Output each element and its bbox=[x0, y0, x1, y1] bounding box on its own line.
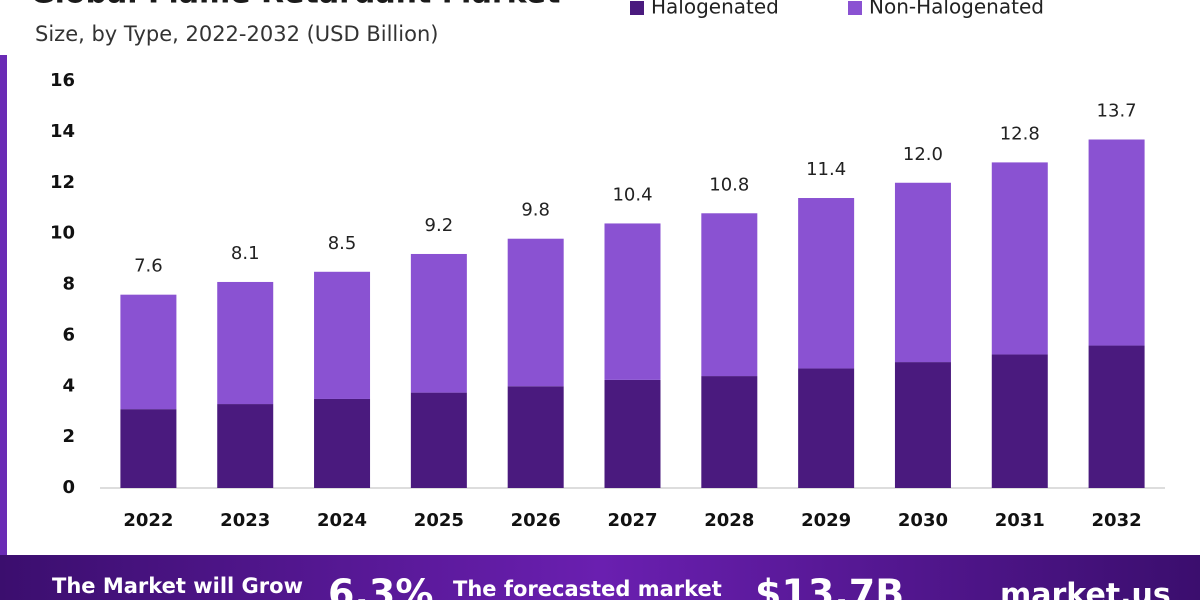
chart-subtitle: Size, by Type, 2022-2032 (USD Billion) bbox=[35, 22, 438, 46]
bar-segment bbox=[991, 162, 1048, 355]
bar-segment bbox=[120, 409, 177, 488]
brand: market.us bbox=[1000, 578, 1171, 600]
bar-segment bbox=[1088, 345, 1145, 488]
total-label: 10.8 bbox=[709, 174, 749, 195]
bar-segment bbox=[991, 354, 1048, 488]
y-tick-label: 4 bbox=[62, 375, 75, 396]
y-tick-label: 2 bbox=[62, 426, 75, 447]
bar-segment bbox=[410, 392, 467, 488]
bar-segment bbox=[798, 368, 855, 488]
y-tick-label: 16 bbox=[50, 70, 75, 91]
legend-label: Halogenated bbox=[651, 0, 779, 19]
y-tick-label: 14 bbox=[50, 121, 75, 142]
chart-title: Global Flame Retardant Market bbox=[30, 0, 560, 11]
total-label: 12.0 bbox=[903, 144, 943, 165]
bar-segment bbox=[217, 281, 274, 405]
legend-swatch bbox=[630, 1, 644, 15]
x-tick-label: 2025 bbox=[414, 510, 464, 531]
total-label: 8.5 bbox=[328, 233, 357, 254]
bar-segment bbox=[120, 294, 177, 410]
y-tick-label: 12 bbox=[50, 172, 75, 193]
bar-segment bbox=[217, 404, 274, 488]
y-tick-label: 0 bbox=[62, 477, 75, 498]
bar-segment bbox=[1088, 139, 1145, 346]
bar-segment bbox=[410, 253, 467, 393]
x-tick-label: 2023 bbox=[220, 510, 270, 531]
total-label: 9.8 bbox=[521, 200, 550, 221]
banner-value: $13.7B bbox=[755, 572, 904, 600]
total-label: 7.6 bbox=[134, 256, 163, 277]
bar-segment bbox=[507, 386, 564, 488]
x-tick-label: 2028 bbox=[704, 510, 754, 531]
legend-label: Non-Halogenated bbox=[869, 0, 1044, 19]
y-tick-label: 6 bbox=[62, 324, 75, 345]
x-tick-label: 2031 bbox=[995, 510, 1045, 531]
y-tick-label: 10 bbox=[50, 223, 75, 244]
total-label: 13.7 bbox=[1097, 101, 1137, 122]
bar-segment bbox=[314, 271, 371, 399]
x-tick-label: 2029 bbox=[801, 510, 851, 531]
bar-segment bbox=[701, 213, 758, 377]
total-label: 11.4 bbox=[806, 159, 846, 180]
banner: The Market will Grow 6.3% The forecasted… bbox=[0, 555, 1200, 600]
bar-segment bbox=[604, 379, 661, 488]
bar-segment bbox=[798, 198, 855, 369]
x-tick-label: 2022 bbox=[123, 510, 173, 531]
total-label: 8.1 bbox=[231, 243, 260, 264]
y-tick-label: 8 bbox=[62, 274, 75, 295]
side-border bbox=[0, 55, 7, 555]
total-label: 10.4 bbox=[612, 184, 652, 205]
banner-text: The forecasted market bbox=[453, 577, 722, 600]
bar-segment bbox=[604, 223, 661, 380]
legend-swatch bbox=[848, 1, 862, 15]
bar-segment bbox=[701, 376, 758, 488]
banner-bg bbox=[0, 555, 1200, 600]
bar-segment bbox=[507, 238, 564, 387]
bar-segment bbox=[894, 182, 951, 363]
x-tick-label: 2030 bbox=[898, 510, 948, 531]
x-tick-label: 2027 bbox=[607, 510, 657, 531]
x-tick-label: 2026 bbox=[511, 510, 561, 531]
bar-segment bbox=[894, 362, 951, 488]
total-label: 12.8 bbox=[1000, 123, 1040, 144]
total-label: 9.2 bbox=[425, 215, 454, 236]
x-tick-label: 2032 bbox=[1092, 510, 1142, 531]
banner-text: The Market will Grow bbox=[52, 574, 303, 598]
bar-segment bbox=[314, 398, 371, 488]
x-tick-label: 2024 bbox=[317, 510, 367, 531]
banner-cagr: 6.3% bbox=[328, 572, 433, 600]
